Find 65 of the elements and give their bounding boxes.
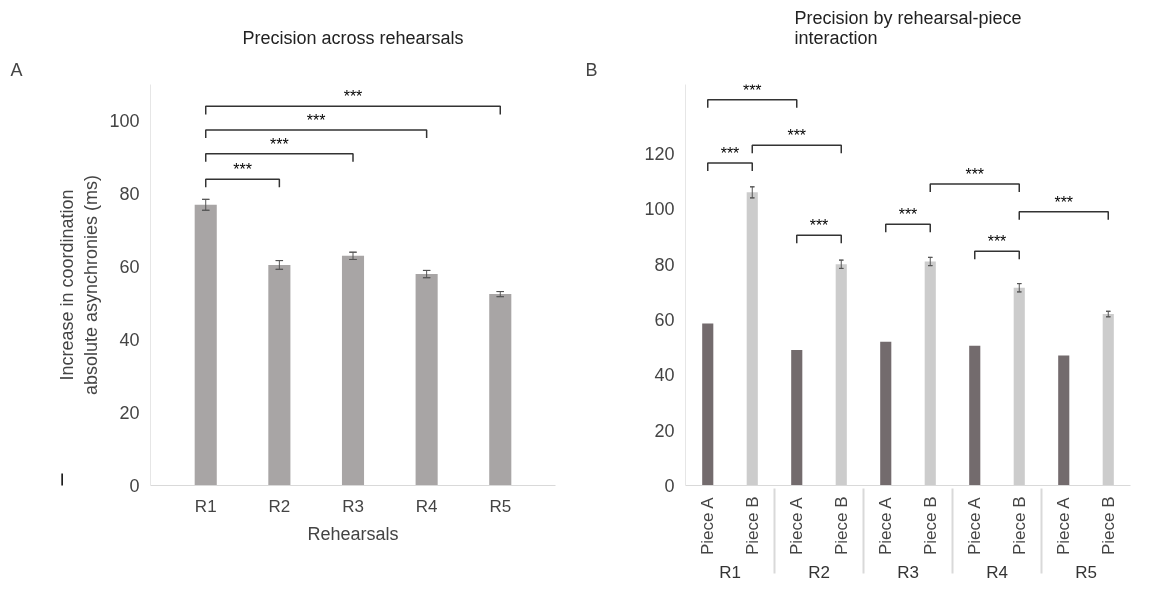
bar [1058,355,1070,486]
x-tick-label: R1 [719,563,741,583]
annotation: *** [1054,193,1074,211]
bar [746,192,758,486]
x-tick-label: R5 [1075,563,1097,583]
y-tick-label: 100 [644,199,675,220]
annotation: *** [809,217,829,235]
annotation: *** [306,112,326,130]
x-tick-label: R2 [808,563,830,583]
annotation: *** [787,127,807,145]
y-tick-label: 120 [644,144,675,165]
x-tick-label: R3 [897,563,919,583]
bar [702,323,714,486]
bar [489,294,512,486]
annotation: *** [742,81,762,99]
text: Piece B [1098,496,1118,556]
text: Piece A [698,496,718,556]
y-tick-label: 100 [109,111,140,132]
text: Piece A [787,497,807,556]
bar [969,345,981,486]
bar [1013,287,1025,486]
y-tick-label: 40 [654,365,675,386]
chart-title: Precision by rehearsal-piece interaction [794,7,1022,48]
y-tick-label: 60 [654,310,675,331]
y-tick-label: 60 [119,257,140,278]
x-tick-label: R4 [986,563,1008,583]
annotation: *** [720,145,740,163]
text: Piece B [831,496,851,556]
text: B [585,59,598,80]
annotation: *** [343,88,363,106]
text: A [10,59,23,80]
annotation: *** [270,135,289,153]
annotation: *** [898,206,918,224]
y-tick-label: 20 [654,420,675,441]
chart-title: Precision across rehearsals [242,27,464,48]
bar [341,255,365,486]
x-tick-label: R1 [194,496,217,516]
y-tick-label: 80 [654,254,675,275]
text: Piece A [876,497,896,556]
bar [415,274,438,486]
x-tick-label: R4 [415,496,438,516]
y-tick-label: 0 [664,476,675,496]
y-tick-label: 80 [119,184,140,205]
bar [268,264,291,486]
text: Piece B [920,496,940,556]
x-tick-label: R5 [489,496,512,516]
bar [835,264,847,486]
x-tick-label: R2 [268,496,291,516]
text: Piece B [1009,496,1029,556]
text: Piece A [1054,497,1074,556]
y-tick-label: 0 [129,476,140,496]
bar [880,341,892,486]
annotation: *** [965,166,985,184]
text: Piece A [965,497,985,556]
annotation: *** [233,161,252,179]
bar [924,261,936,486]
bar [1102,314,1114,486]
x-tick-label: R3 [342,496,364,516]
annotation: *** [987,233,1007,251]
bar [194,204,217,486]
y-tick-label: 40 [119,330,140,351]
y-tick-label: 20 [119,403,140,424]
bar [791,349,803,486]
text: Piece B [742,496,762,556]
x-axis-title: Rehearsals [307,523,399,544]
